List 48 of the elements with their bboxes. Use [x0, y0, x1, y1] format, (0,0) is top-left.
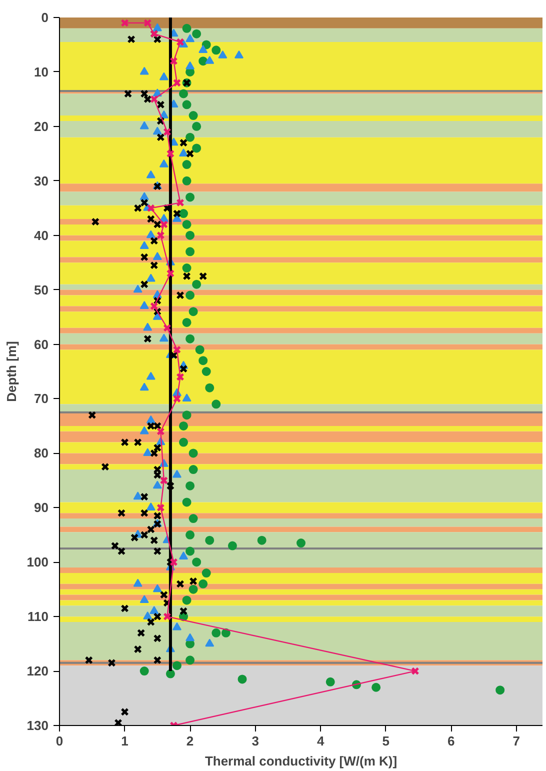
y-tick-label: 20	[34, 118, 49, 134]
y-tick-label: 130	[26, 718, 49, 733]
point	[176, 198, 184, 207]
x-tick-label: 7	[512, 734, 520, 748]
x-axis-title: Thermal conductivity [W/(m K)]	[204, 754, 398, 768]
point	[170, 56, 178, 66]
y-tick-label: 80	[34, 446, 49, 461]
point	[166, 150, 175, 158]
y-tick-label: 10	[34, 64, 49, 80]
y-tick-label: 100	[26, 554, 49, 570]
y-tick-label: 0	[41, 10, 49, 25]
y-axis-title: Depth [m]	[4, 341, 19, 402]
y-tick-label: 70	[34, 391, 49, 406]
x-tick-label: 5	[382, 734, 390, 748]
point	[156, 427, 165, 436]
point	[170, 558, 178, 566]
x-tick-label: 1	[121, 734, 128, 748]
point	[163, 128, 172, 136]
x-tick-label: 3	[252, 734, 259, 748]
point	[120, 18, 129, 28]
x-tick-label: 0	[56, 734, 64, 748]
point	[144, 18, 152, 28]
point	[156, 231, 165, 240]
y-tick-label: 90	[34, 500, 49, 516]
point	[166, 269, 175, 278]
point	[411, 666, 420, 676]
point	[150, 95, 158, 104]
point	[160, 476, 168, 484]
point	[163, 612, 172, 621]
point	[176, 372, 184, 382]
point	[176, 38, 184, 46]
y-tick-label: 120	[26, 664, 49, 679]
x-tick-label: 4	[316, 734, 325, 748]
point	[146, 204, 155, 212]
point	[163, 324, 172, 332]
point	[172, 346, 182, 354]
x-tick-label: 2	[186, 734, 194, 748]
point	[156, 504, 165, 512]
point	[160, 220, 168, 229]
point	[150, 302, 158, 310]
point	[172, 394, 182, 403]
y-tick-label: 50	[34, 282, 49, 298]
y-tick-label: 110	[28, 609, 49, 624]
y-tick-label: 40	[34, 228, 49, 243]
point	[172, 78, 182, 87]
y-tick-label: 60	[34, 336, 49, 352]
y-tick-label: 30	[34, 173, 49, 188]
x-tick-label: 6	[448, 734, 455, 748]
